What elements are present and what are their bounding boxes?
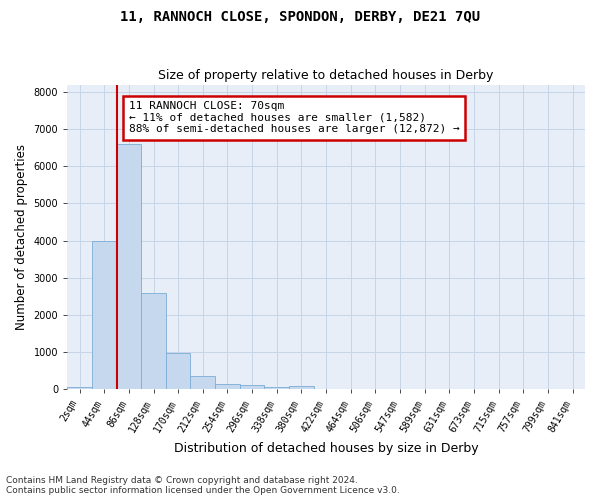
Text: Contains HM Land Registry data © Crown copyright and database right 2024.
Contai: Contains HM Land Registry data © Crown c… [6,476,400,495]
Y-axis label: Number of detached properties: Number of detached properties [15,144,28,330]
Bar [190,376,215,389]
Title: Size of property relative to detached houses in Derby: Size of property relative to detached ho… [158,69,494,82]
Bar [289,386,314,389]
Text: 11 RANNOCH CLOSE: 70sqm
← 11% of detached houses are smaller (1,582)
88% of semi: 11 RANNOCH CLOSE: 70sqm ← 11% of detache… [129,102,460,134]
Bar [141,292,166,389]
Bar [265,387,289,389]
Text: 11, RANNOCH CLOSE, SPONDON, DERBY, DE21 7QU: 11, RANNOCH CLOSE, SPONDON, DERBY, DE21 … [120,10,480,24]
Bar [166,353,190,389]
Bar [215,384,240,389]
Bar [116,144,141,389]
Bar [240,385,265,389]
Bar [67,388,92,389]
X-axis label: Distribution of detached houses by size in Derby: Distribution of detached houses by size … [174,442,478,455]
Bar [92,240,116,389]
